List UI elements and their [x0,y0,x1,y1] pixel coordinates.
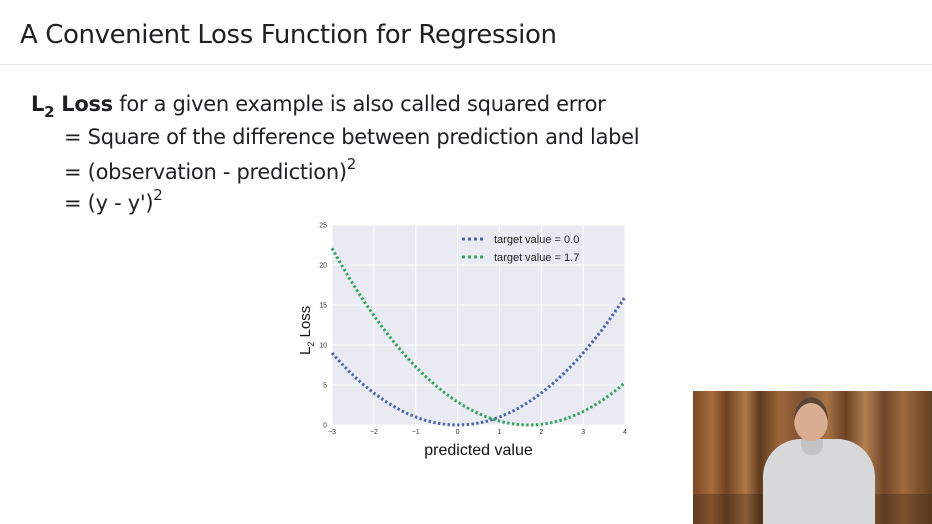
y-axis-label-main: L [297,347,314,355]
l2-letter: L [31,92,45,116]
presenter-video[interactable] [693,391,932,524]
plot-area [332,225,625,425]
definition-line: L2 Loss for a given example is also call… [31,92,606,121]
y-axis-label: L2 Loss [297,306,316,355]
exponent-2: 2 [346,155,357,173]
x-tick-label: −2 [370,429,378,436]
y-tick-label: 0 [323,423,327,430]
x-tick-label: −1 [412,429,420,436]
presenter-body [763,439,875,524]
x-tick-label: 0 [456,429,460,436]
legend-label-1: target value = 1.7 [494,252,579,264]
y-tick-label: 20 [319,263,327,270]
y-tick-label: 5 [323,383,327,390]
presenter-head [794,397,828,441]
x-tick-label: −3 [328,429,336,436]
equation-line-2: = (observation - prediction)2 [64,155,356,184]
y-tick-label: 10 [319,343,327,350]
legend-label-0: target value = 0.0 [494,234,579,246]
y-tick-label: 25 [319,223,327,230]
equation-line-1: = Square of the difference between predi… [64,125,640,149]
equation-line-3: = (y - y')2 [64,186,163,215]
definition-text: for a given example is also called squar… [112,92,606,116]
slide-title: A Convenient Loss Function for Regressio… [20,20,557,50]
loss-chart: −3 −2 −1 0 1 2 3 4 0 5 10 15 20 25 target value = 0.0 t… [297,223,627,460]
equation-text-2: = (observation - prediction) [64,160,347,184]
l2-loss-term: L2 Loss [31,92,113,121]
x-tick-label: 4 [623,429,627,436]
equation-text-3: = (y - y') [64,191,154,215]
y-tick-label: 15 [319,303,327,310]
y-axis-label-sub: 2 [306,342,316,347]
l2-subscript: 2 [44,103,55,121]
title-bar: A Convenient Loss Function for Regressio… [0,0,932,65]
x-tick-label: 1 [497,429,501,436]
loss-word: Loss [54,92,113,116]
x-tick-label: 2 [539,429,543,436]
exponent-3: 2 [153,186,163,204]
x-axis-label: predicted value [424,442,533,459]
presenter-collar [801,439,823,455]
y-axis-label-rest: Loss [297,306,314,342]
x-tick-label: 3 [581,429,585,436]
series-line-0 [330,296,627,427]
